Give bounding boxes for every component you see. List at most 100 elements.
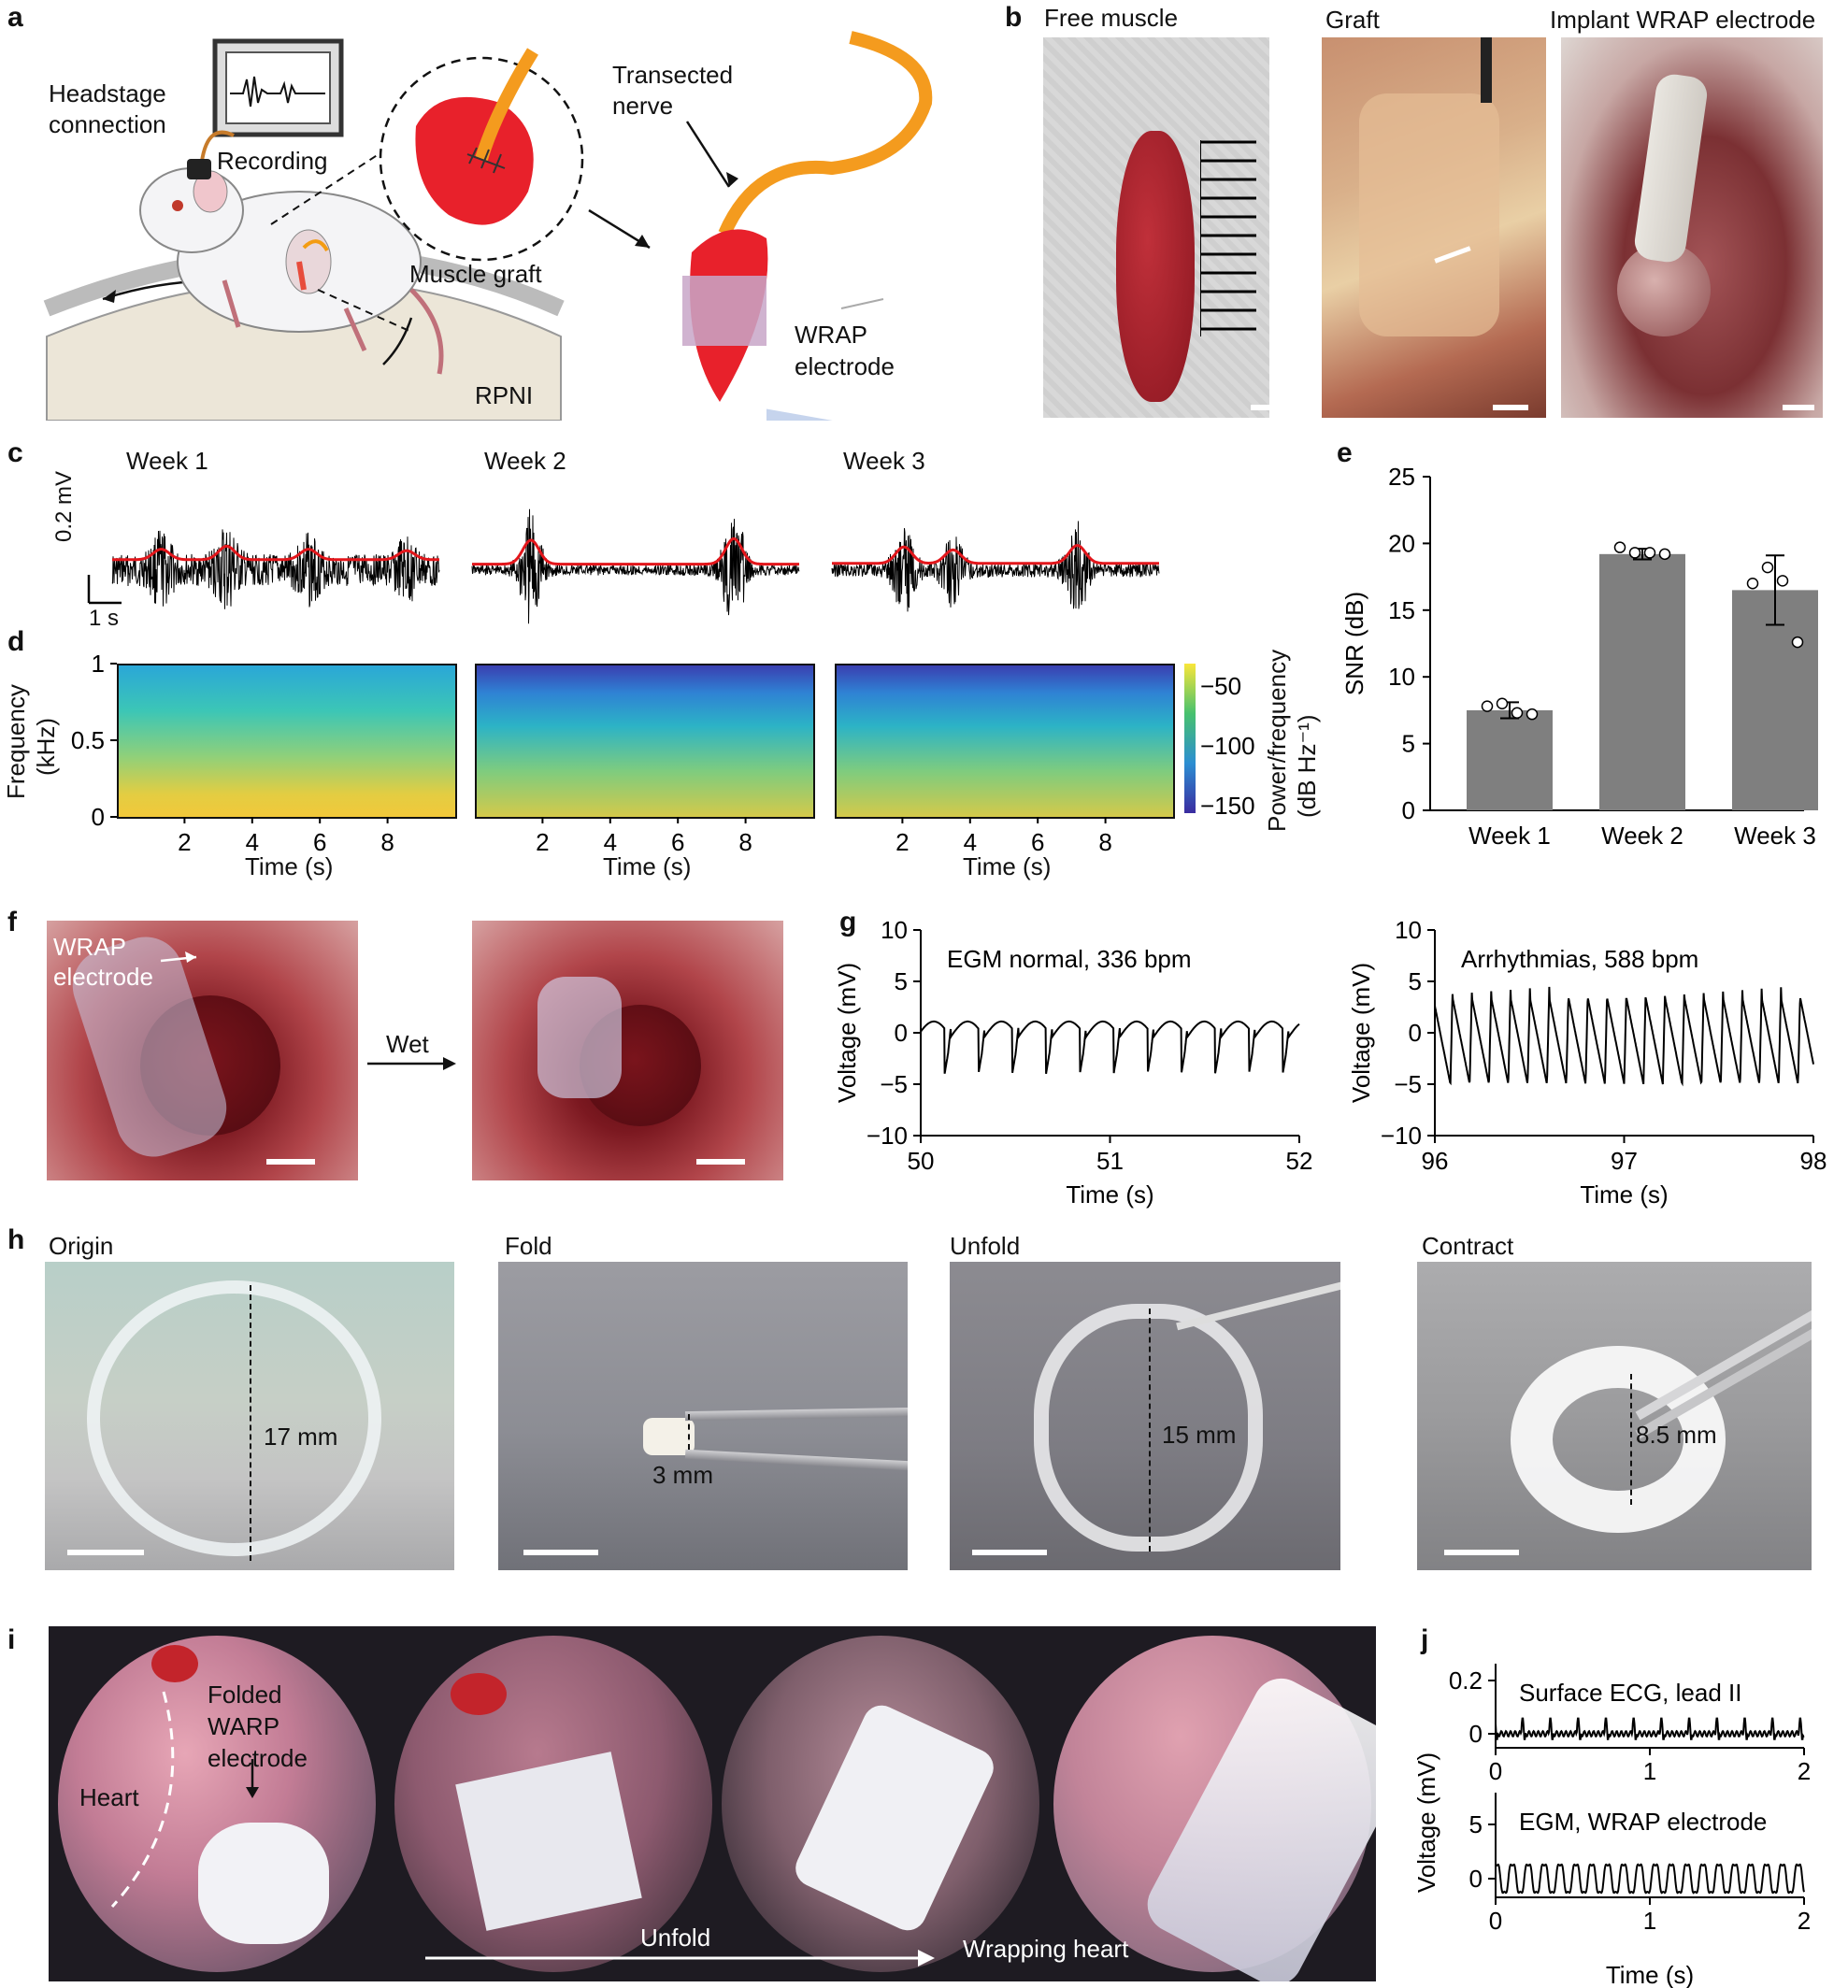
f-wrap-label-2: electrode (53, 963, 153, 991)
transected-nerve (718, 31, 933, 236)
scale-bar (696, 1159, 745, 1165)
unfold-arrow (425, 1950, 935, 1967)
colorbar-label-2: (dB Hz⁻¹) (1293, 714, 1321, 819)
headstage-label-2: connection (49, 110, 166, 138)
g-ytick-label: 5 (1409, 967, 1422, 995)
data-point (1481, 700, 1494, 712)
d-xlabel-3: Time (s) (963, 852, 1052, 880)
j-ytick-label: 0 (1469, 1865, 1483, 1893)
j-ecg-trace (1495, 1717, 1805, 1740)
size-origin: 17 mm (264, 1423, 338, 1451)
j-xlabel: Time (s) (1606, 1961, 1694, 1988)
d-xlabel-2: Time (s) (603, 852, 692, 880)
scale-bar (1251, 405, 1282, 410)
panel-label-b: b (1005, 2, 1023, 33)
g-xtick-label: 51 (1096, 1147, 1124, 1175)
j-ytick-label: 0.2 (1449, 1666, 1483, 1695)
wrap-wet-photo (472, 921, 783, 1180)
panel-label-g: g (839, 907, 857, 937)
folded-label: Folded (208, 1681, 282, 1709)
emg-trace-week-1 (111, 529, 440, 609)
wrap-electrode-label: WRAP (795, 321, 867, 349)
e-ytick-label: 25 (1388, 463, 1415, 491)
colorbar-tick-label: −50 (1200, 672, 1241, 700)
emg-trace-week-2 (471, 508, 800, 624)
data-point (1526, 708, 1539, 721)
emg-envelope-week-1 (112, 544, 439, 562)
e-ytick-label: 20 (1388, 529, 1415, 557)
g-waveform (920, 1020, 1300, 1075)
motion-arrow-right (382, 317, 413, 365)
rpni-illustration (43, 31, 933, 421)
c-week-2: Week 2 (484, 447, 566, 475)
d-xtick-label: 4 (964, 828, 977, 856)
snr-bar-1 (1467, 709, 1553, 810)
d-xtick-label: 6 (313, 828, 326, 856)
emg-traces (87, 508, 1160, 624)
colorbar-label: Power/frequency (1263, 649, 1291, 832)
endoscope-strip (49, 1626, 1376, 1981)
wet-arrow (367, 1057, 456, 1070)
e-ytick-label: 0 (1402, 796, 1415, 824)
wet-label: Wet (386, 1030, 429, 1058)
spectrogram-week-3 (835, 664, 1175, 819)
colorbar (1184, 664, 1196, 813)
b-title-free-muscle: Free muscle (1044, 4, 1179, 32)
g-ytick-label: −10 (1381, 1122, 1422, 1150)
j-xtick-label: 2 (1798, 1907, 1811, 1935)
g-ytick-label: −5 (880, 1070, 908, 1098)
unfold-photo (950, 1262, 1340, 1570)
j-annotation: Surface ECG, lead II (1519, 1679, 1741, 1707)
g-xtick-label: 98 (1800, 1147, 1827, 1175)
emg-envelope-week-3 (832, 544, 1159, 565)
contract-photo (1417, 1262, 1812, 1570)
e-xtick-label: Week 3 (1734, 822, 1816, 850)
scale-bar (1444, 1550, 1519, 1555)
g-waveform (1434, 986, 1814, 1087)
endoscope-view-1 (58, 1636, 376, 1972)
headstage-label: Headstage (49, 79, 166, 107)
d-ytick-label: 1 (92, 654, 105, 678)
j-xtick-label: 0 (1489, 1757, 1502, 1785)
muscle-graft-label: Muscle graft (409, 260, 542, 288)
data-point (1761, 561, 1774, 574)
b-title-implant: Implant WRAP electrode (1550, 6, 1816, 34)
c-week-3: Week 3 (843, 447, 925, 475)
wrapping-label: Wrapping heart (963, 1935, 1129, 1963)
panel-label-d: d (7, 626, 25, 657)
transected-nerve-label: Transected (612, 61, 734, 89)
endoscope-view-3 (722, 1636, 1039, 1972)
colorbar-tick-label: −100 (1200, 732, 1255, 760)
j-annotation: EGM, WRAP electrode (1519, 1808, 1767, 1836)
panel-label-a: a (7, 2, 23, 33)
g-ytick-label: −10 (867, 1122, 908, 1150)
e-xtick-label: Week 1 (1468, 822, 1551, 850)
heart-label: Heart (79, 1783, 139, 1811)
d-xtick-label: 4 (604, 828, 617, 856)
g-xtick-label: 96 (1422, 1147, 1449, 1175)
data-point (1511, 707, 1524, 720)
scale-bar (266, 1159, 315, 1165)
d-xtick-label: 2 (536, 828, 549, 856)
panel-label-i: i (7, 1624, 16, 1655)
e-ylabel: SNR (dB) (1340, 592, 1368, 695)
j-egm-trace (1495, 1863, 1805, 1895)
folded-label-3: electrode (208, 1744, 308, 1772)
fold-photo (498, 1262, 908, 1570)
g-ytick-label: −5 (1394, 1070, 1422, 1098)
scale-bar (1493, 405, 1528, 410)
d-xtick-label: 6 (1031, 828, 1044, 856)
endoscope-view-4 (1053, 1636, 1376, 1981)
j-xtick-label: 2 (1798, 1757, 1811, 1785)
spectrogram-week-2 (475, 664, 815, 819)
panel-label-h: h (7, 1224, 25, 1255)
snr-bar-2 (1599, 553, 1685, 810)
d-xtick-label: 8 (738, 828, 752, 856)
f-wrap-label: WRAP (53, 933, 126, 961)
scale-bar (972, 1550, 1047, 1555)
data-point (1643, 547, 1656, 559)
d-xtick-label: 4 (246, 828, 259, 856)
j-xtick-label: 1 (1643, 1907, 1656, 1935)
